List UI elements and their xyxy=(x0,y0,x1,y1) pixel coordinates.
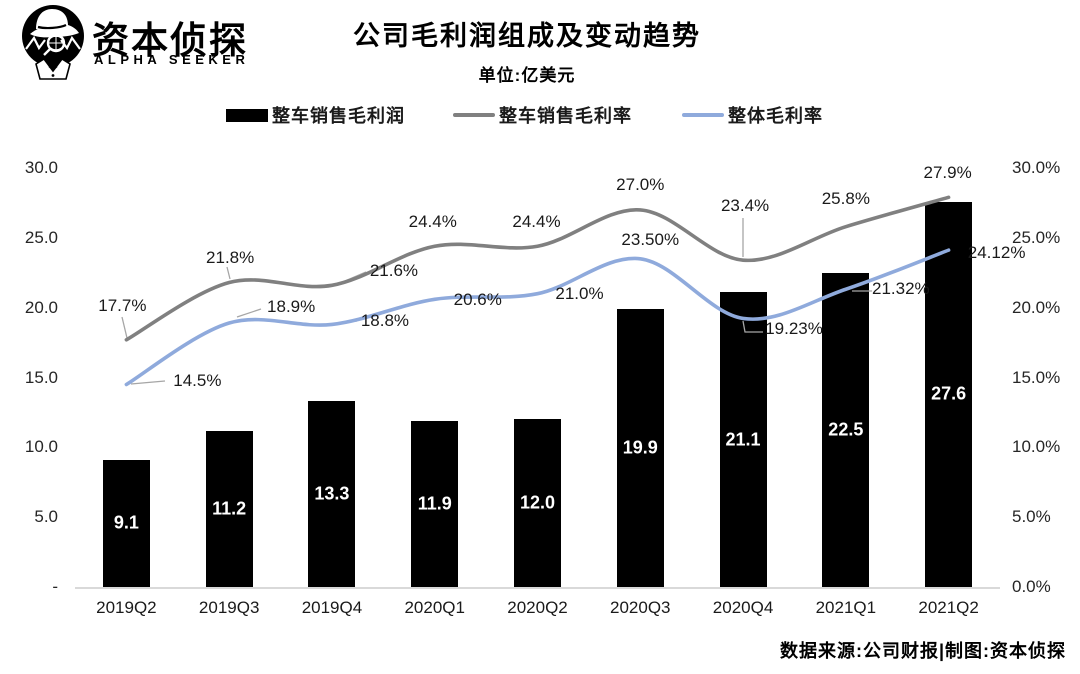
x-axis-label: 2019Q2 xyxy=(96,598,157,617)
y-axis-tick-right: 15.0% xyxy=(1012,367,1061,387)
bar-value-label: 9.1 xyxy=(113,512,139,533)
legend-line-swatch-gray xyxy=(453,113,495,117)
label-leader-line xyxy=(226,266,231,280)
x-axis-label: 2020Q3 xyxy=(610,598,671,617)
line-data-label: 18.9% xyxy=(267,297,316,317)
legend-label: 整车销售毛利率 xyxy=(499,106,632,126)
legend-line-swatch-blue xyxy=(682,113,724,117)
y-axis-tick-right: 10.0% xyxy=(1012,437,1061,457)
brand-logo xyxy=(20,2,90,82)
y-axis-tick-right: 25.0% xyxy=(1012,227,1061,247)
x-axis-label: 2020Q4 xyxy=(712,598,774,617)
y-axis-tick-left: 10.0 xyxy=(24,437,58,457)
y-axis-tick-left: 15.0 xyxy=(24,367,58,387)
line-data-label: 21.8% xyxy=(206,247,255,267)
y-axis-tick-left: 5.0 xyxy=(34,507,58,527)
line-data-label: 17.7% xyxy=(98,295,147,315)
brand-name-cn: 资本侦探 xyxy=(92,20,248,61)
bar-value-label: 22.5 xyxy=(828,419,864,440)
chart-title: 公司毛利润组成及变动趋势 xyxy=(353,21,701,51)
detective-logo-icon xyxy=(22,5,84,80)
bar-value-label: 12.0 xyxy=(519,492,556,513)
bar xyxy=(102,459,150,587)
legend-bar-swatch xyxy=(226,108,268,122)
bar-value-label: 11.9 xyxy=(417,493,452,514)
label-leader-line xyxy=(130,380,166,385)
line-data-label: 14.5% xyxy=(173,371,222,391)
bar-value-label: 13.3 xyxy=(314,483,350,504)
line-data-label: 19.23% xyxy=(765,319,823,339)
legend-label: 整体毛利率 xyxy=(728,106,823,126)
line-data-label: 27.0% xyxy=(616,174,665,194)
y-axis-tick-left: 25.0 xyxy=(24,227,58,247)
chart-subtitle: 单位:亿美元 xyxy=(478,66,576,85)
x-axis-line xyxy=(75,587,1000,589)
y-axis-tick-right: 0.0% xyxy=(1012,577,1051,596)
line-data-label: 27.9% xyxy=(923,163,972,183)
line-data-label: 24.12% xyxy=(967,243,1026,263)
x-axis-label: 2019Q3 xyxy=(198,598,260,617)
bar-value-label: 27.6 xyxy=(931,383,967,404)
x-axis-label: 2020Q2 xyxy=(507,598,568,617)
label-leader-line xyxy=(236,308,262,318)
line-data-label: 21.6% xyxy=(369,261,419,281)
y-axis-tick-left: - xyxy=(52,577,58,596)
bar xyxy=(411,420,459,587)
legend-item-vehicle-gross-profit: 整车销售毛利润 xyxy=(226,102,405,128)
legend-item-overall-gross-margin: 整体毛利率 xyxy=(682,102,823,128)
line-data-label: 23.4% xyxy=(720,196,770,216)
legend-item-vehicle-gross-margin: 整车销售毛利率 xyxy=(453,102,632,128)
bar xyxy=(514,419,561,587)
brand-name-en: ALPHA SEEKER xyxy=(94,52,250,67)
title-block: 公司毛利润组成及变动趋势 单位:亿美元 xyxy=(0,0,1054,85)
bar xyxy=(308,401,356,587)
label-leader-line xyxy=(121,316,128,339)
y-axis-tick-left: 30.0 xyxy=(24,158,58,177)
y-axis-tick-left: 20.0 xyxy=(24,297,58,317)
label-leader-line xyxy=(336,320,358,324)
bar-value-label: 19.9 xyxy=(622,437,658,458)
label-leader-line xyxy=(337,271,367,285)
line-data-label: 23.50% xyxy=(621,229,680,249)
line-data-label: 20.6% xyxy=(453,290,502,310)
line-data-label: 21.32% xyxy=(871,279,930,299)
y-axis-tick-right: 5.0% xyxy=(1012,507,1051,527)
x-axis-label: 2020Q1 xyxy=(404,598,465,617)
footer-credit: 数据来源:公司财报|制图:资本侦探 xyxy=(779,641,1066,661)
legend-label: 整车销售毛利润 xyxy=(272,106,405,126)
bar-value-label: 11.2 xyxy=(212,498,247,519)
line-data-label: 24.4% xyxy=(408,212,457,232)
line-data-label: 21.0% xyxy=(555,283,604,303)
y-axis-tick-right: 30.0% xyxy=(1012,158,1061,177)
bar xyxy=(205,430,253,587)
line-data-label: 24.4% xyxy=(512,212,561,232)
bar-value-label: 21.1 xyxy=(725,429,761,450)
line-data-label: 25.8% xyxy=(821,188,870,208)
y-axis-tick-right: 20.0% xyxy=(1012,297,1061,317)
x-axis-label: 2021Q2 xyxy=(918,598,979,617)
line-data-label: 18.8% xyxy=(360,311,410,331)
x-axis-label: 2021Q1 xyxy=(815,598,877,617)
x-axis-label: 2019Q4 xyxy=(301,598,363,617)
